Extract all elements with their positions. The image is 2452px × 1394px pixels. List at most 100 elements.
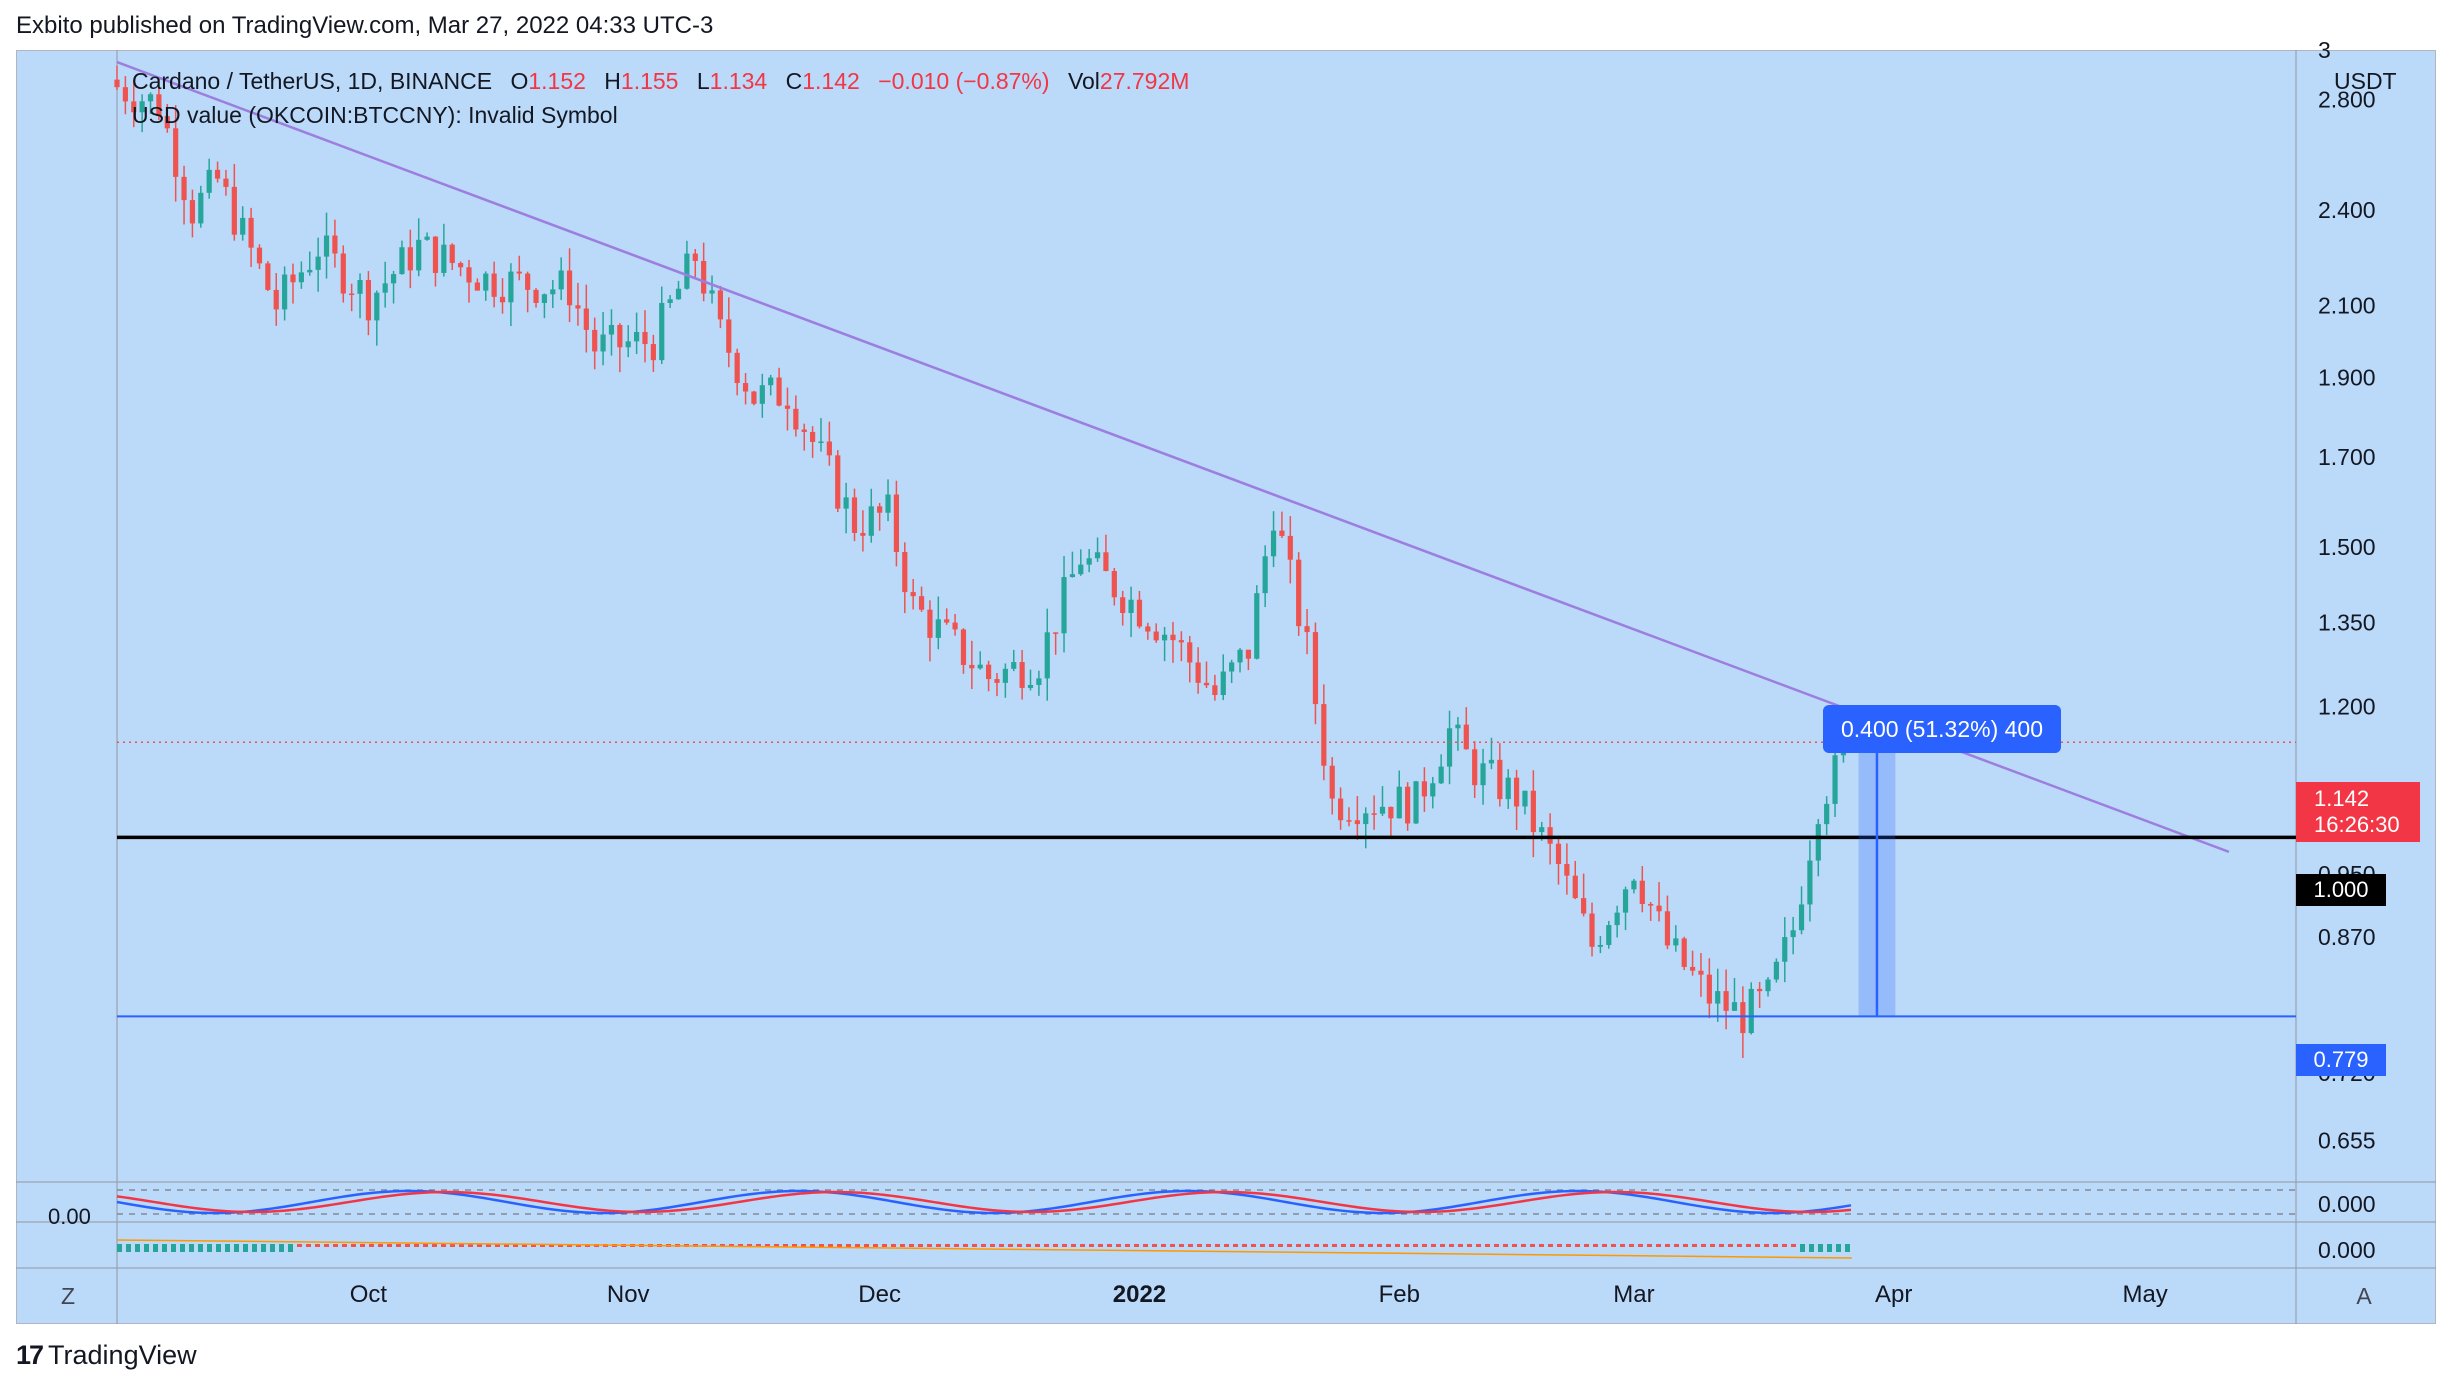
candle-body	[1631, 880, 1637, 890]
histogram-bar	[1377, 1244, 1382, 1247]
histogram-bar	[1431, 1244, 1436, 1247]
histogram-bar	[1071, 1244, 1076, 1247]
candle-body	[1430, 783, 1436, 797]
candle-body	[1815, 824, 1821, 861]
candle-body	[516, 271, 522, 274]
candle-body	[407, 247, 413, 271]
histogram-bar	[738, 1244, 743, 1247]
histogram-bar	[1044, 1244, 1049, 1247]
candle-body	[416, 239, 422, 271]
candle-body	[1438, 766, 1444, 784]
histogram-bar	[954, 1244, 959, 1247]
legend-symbol[interactable]: Cardano / TetherUS, 1D, BINANCE	[132, 68, 493, 94]
histogram-bar	[1764, 1244, 1769, 1247]
histogram-bar	[882, 1244, 887, 1247]
candle-body	[1564, 864, 1570, 876]
candle-body	[1589, 913, 1595, 947]
candle-body	[1145, 626, 1151, 632]
histogram-bar	[1494, 1244, 1499, 1247]
histogram-bar	[261, 1244, 266, 1252]
histogram-bar	[1746, 1244, 1751, 1247]
candle-body	[474, 282, 480, 291]
histogram-bar	[135, 1244, 140, 1252]
candle-body	[181, 176, 187, 201]
histogram-bar	[720, 1244, 725, 1247]
candle-body	[1136, 599, 1143, 627]
candle-body	[256, 247, 263, 264]
histogram-bar	[234, 1244, 239, 1252]
candle-body	[801, 429, 807, 432]
histogram-bar	[1287, 1244, 1292, 1247]
histogram-bar	[1539, 1244, 1544, 1247]
candle-body	[650, 344, 656, 361]
candle-body	[365, 280, 372, 321]
histogram-bar	[396, 1244, 401, 1247]
histogram-bar	[1656, 1244, 1661, 1247]
measure-tool-label[interactable]: 0.400 (51.32%) 400	[1823, 705, 2061, 753]
candle-body	[189, 200, 196, 224]
histogram-bar	[1134, 1244, 1139, 1247]
histogram-bar	[1143, 1244, 1148, 1247]
tradingview-brand[interactable]: 17 TradingView	[16, 1340, 197, 1371]
candle-body	[1078, 564, 1084, 575]
histogram-bar	[1827, 1244, 1832, 1252]
histogram-bar	[522, 1244, 527, 1247]
candle-body	[784, 405, 791, 409]
histogram-bar	[558, 1244, 563, 1247]
candle-body	[810, 431, 816, 442]
candle-body	[1530, 790, 1536, 833]
histogram-bar	[486, 1244, 491, 1247]
histogram-bar	[378, 1244, 383, 1247]
candle-body	[1363, 813, 1369, 825]
candle-body	[1153, 631, 1159, 641]
histogram-bar	[1224, 1244, 1229, 1247]
candle-body	[1547, 827, 1553, 844]
histogram-bar	[1845, 1244, 1850, 1252]
candle-body	[122, 87, 128, 102]
histogram-bar	[1809, 1244, 1814, 1252]
histogram-bar	[1755, 1244, 1760, 1247]
level-badge-0-779: 0.779	[2296, 1044, 2386, 1076]
x-tick-label: Mar	[1613, 1281, 1654, 1308]
candle-body	[231, 186, 237, 235]
histogram-bar	[117, 1244, 122, 1252]
candle-body	[1748, 988, 1754, 1034]
candle-body	[508, 271, 514, 303]
histogram-bar	[1053, 1244, 1058, 1247]
histogram-bar	[1278, 1244, 1283, 1247]
zoom-button[interactable]: Z	[60, 1282, 76, 1309]
candle-body	[458, 263, 464, 268]
candle-body	[918, 596, 925, 610]
candle-body	[1011, 662, 1017, 669]
candle-body	[198, 192, 204, 224]
candle-body	[441, 244, 447, 273]
candle-body	[1731, 1002, 1738, 1011]
candle-body	[1354, 820, 1360, 825]
candle-body	[843, 497, 849, 509]
oscillator-k-line	[116, 1189, 1852, 1215]
y-tick-label: 1.500	[2318, 534, 2376, 560]
auto-scale-button[interactable]: A	[2356, 1282, 2372, 1309]
currency-label: USDT	[2334, 68, 2397, 94]
candle-body	[1472, 749, 1478, 786]
histogram-bar	[1341, 1244, 1346, 1247]
candle-body	[885, 494, 891, 513]
candle-body	[944, 619, 950, 623]
indicator-legend[interactable]: USD value (OKCOIN:BTCCNY): Invalid Symbo…	[132, 102, 618, 128]
histogram-bar	[918, 1244, 923, 1247]
candle-body	[1505, 777, 1511, 800]
histogram-bar	[828, 1244, 833, 1247]
histogram-bar	[405, 1244, 410, 1247]
histogram-bar	[990, 1244, 995, 1247]
candle-body	[206, 169, 212, 193]
candle-body	[1664, 911, 1671, 946]
candle-body	[726, 319, 732, 353]
histogram-bar	[1080, 1244, 1085, 1247]
candle-body	[1337, 798, 1344, 821]
candle-body	[533, 289, 539, 303]
candle-body	[315, 256, 321, 270]
candle-body	[986, 664, 992, 680]
candle-body	[969, 664, 975, 669]
histogram-bar	[1647, 1244, 1652, 1247]
